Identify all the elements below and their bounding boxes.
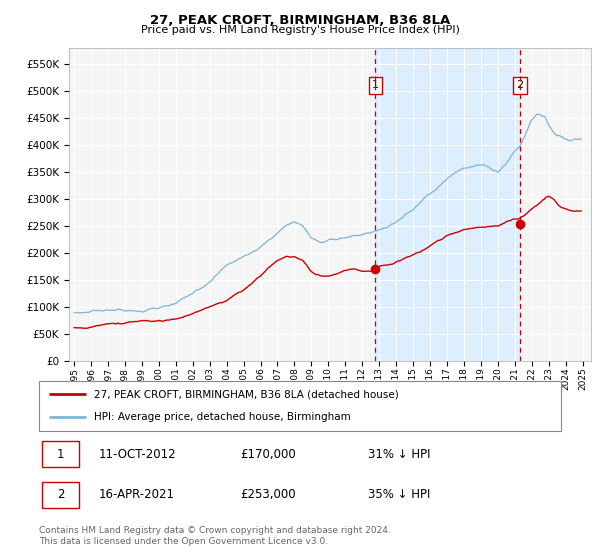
Text: 27, PEAK CROFT, BIRMINGHAM, B36 8LA (detached house): 27, PEAK CROFT, BIRMINGHAM, B36 8LA (det…	[94, 389, 398, 399]
Text: £253,000: £253,000	[240, 488, 296, 501]
Text: 27, PEAK CROFT, BIRMINGHAM, B36 8LA: 27, PEAK CROFT, BIRMINGHAM, B36 8LA	[150, 14, 450, 27]
Text: Contains HM Land Registry data © Crown copyright and database right 2024.: Contains HM Land Registry data © Crown c…	[39, 526, 391, 535]
FancyBboxPatch shape	[41, 441, 79, 467]
FancyBboxPatch shape	[39, 381, 561, 431]
Text: 1: 1	[56, 448, 64, 461]
Bar	[376, 48, 520, 361]
Text: 11-OCT-2012: 11-OCT-2012	[99, 448, 176, 461]
Text: Price paid vs. HM Land Registry's House Price Index (HPI): Price paid vs. HM Land Registry's House …	[140, 25, 460, 35]
Text: £170,000: £170,000	[240, 448, 296, 461]
Text: 2: 2	[516, 81, 523, 91]
Text: This data is licensed under the Open Government Licence v3.0.: This data is licensed under the Open Gov…	[39, 538, 328, 547]
Text: 1: 1	[372, 81, 379, 91]
Text: 16-APR-2021: 16-APR-2021	[99, 488, 175, 501]
Text: HPI: Average price, detached house, Birmingham: HPI: Average price, detached house, Birm…	[94, 412, 350, 422]
Text: 2: 2	[56, 488, 64, 501]
Text: 31% ↓ HPI: 31% ↓ HPI	[368, 448, 430, 461]
Text: 35% ↓ HPI: 35% ↓ HPI	[368, 488, 430, 501]
FancyBboxPatch shape	[41, 482, 79, 508]
